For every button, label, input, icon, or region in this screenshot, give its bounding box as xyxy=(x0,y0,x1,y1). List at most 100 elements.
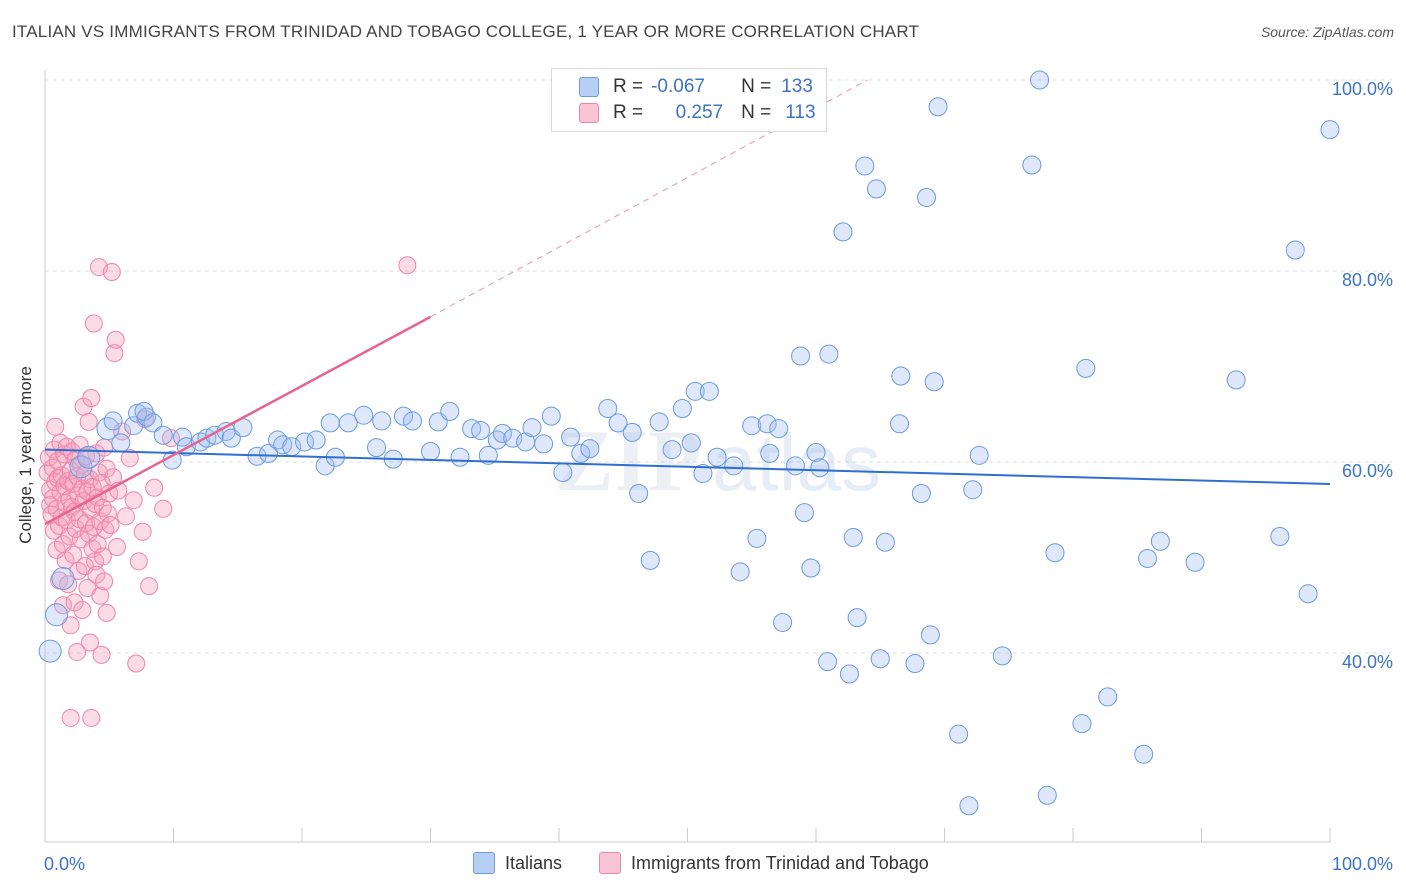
italians-point xyxy=(259,443,279,463)
chart-title: ITALIAN VS IMMIGRANTS FROM TRINIDAD AND … xyxy=(12,22,920,41)
italians-point xyxy=(561,427,581,447)
italians-point xyxy=(818,652,838,672)
immigrants-point xyxy=(64,545,83,564)
x-tick-label: 100.0% xyxy=(1332,854,1393,874)
italians-point xyxy=(801,558,821,578)
immigrants-point xyxy=(70,435,89,454)
legend-row-italians: R = -0.067 N = 133 xyxy=(552,74,813,100)
italians-point xyxy=(757,414,777,434)
correlation-legend: R = -0.067 N = 133 R = 0.257 N = 113 xyxy=(551,68,827,132)
immigrants-point xyxy=(92,474,111,493)
italians-point xyxy=(1138,548,1158,568)
immigrants-trend-extension xyxy=(430,79,868,318)
y-tick-label: 60.0% xyxy=(1342,461,1393,481)
italians-points xyxy=(38,70,1340,816)
immigrants-point xyxy=(97,603,116,622)
immigrants-point xyxy=(154,499,173,518)
italians-point xyxy=(367,438,387,458)
legend-item-immigrants[interactable]: Immigrants from Trinidad and Tobago xyxy=(599,852,929,874)
immigrants-swatch xyxy=(579,103,599,123)
immigrants-point xyxy=(93,547,112,566)
italians-point xyxy=(866,179,886,199)
immigrants-point xyxy=(107,537,126,556)
italians-point xyxy=(421,441,440,461)
immigrants-point xyxy=(91,512,110,531)
italians-point xyxy=(794,503,814,523)
italians-point xyxy=(1037,785,1057,805)
immigrants-point xyxy=(102,262,121,281)
source-credit: Source: ZipAtlas.com xyxy=(1260,24,1394,40)
italians-point xyxy=(1185,552,1205,572)
immigrants-trend-line xyxy=(44,315,432,526)
italians-point xyxy=(773,612,793,632)
italians-point xyxy=(338,413,358,433)
italians-point xyxy=(769,419,789,439)
italians-point xyxy=(522,418,542,438)
r-label: R = xyxy=(613,102,644,123)
immigrants-point xyxy=(92,645,111,664)
italians-point xyxy=(598,399,618,419)
y-tick-label: 40.0% xyxy=(1342,652,1393,672)
italians-point xyxy=(103,411,123,431)
italians-point xyxy=(649,412,669,432)
italians-point xyxy=(51,567,75,591)
tick-labels: 40.0% 60.0% 80.0% 100.0% 0.0% 100.0% xyxy=(44,79,1393,874)
italians-point xyxy=(791,346,811,366)
immigrants-point xyxy=(82,708,101,727)
italians-point xyxy=(839,664,859,684)
immigrants-points xyxy=(38,256,417,727)
immigrants-point xyxy=(48,452,67,471)
italians-point xyxy=(143,413,163,433)
immigrants-point xyxy=(82,389,101,408)
italians-swatch xyxy=(579,77,599,97)
italians-point xyxy=(1076,358,1096,378)
italians-point xyxy=(685,381,705,401)
italians-point xyxy=(890,414,910,434)
immigrants-point xyxy=(69,561,88,580)
italians-point xyxy=(320,413,340,433)
immigrants-point xyxy=(38,463,57,482)
trend-lines xyxy=(44,79,1331,526)
italians-point xyxy=(699,381,719,401)
immigrants-point xyxy=(80,633,99,652)
italians-point xyxy=(38,639,62,663)
italians-point xyxy=(1030,70,1050,90)
italians-point xyxy=(707,447,727,467)
italians-point xyxy=(492,423,512,443)
immigrants-point xyxy=(79,412,98,431)
immigrants-point xyxy=(101,516,120,535)
italians-point xyxy=(553,463,573,483)
italians-point xyxy=(819,344,839,364)
immigrants-point xyxy=(68,643,87,662)
r-value: 0.257 xyxy=(675,102,724,123)
immigrants-point xyxy=(140,577,159,596)
italians-point xyxy=(580,439,600,459)
italians-point xyxy=(875,532,895,552)
italians-point xyxy=(969,445,989,465)
italians-point xyxy=(629,484,649,504)
italians-point xyxy=(681,433,701,453)
immigrants-point xyxy=(61,616,80,635)
italians-point xyxy=(1285,240,1305,260)
immigrants-point xyxy=(133,522,152,541)
legend-item-italians[interactable]: Italians xyxy=(473,852,562,874)
immigrants-point xyxy=(398,256,417,275)
y-tick-label: 100.0% xyxy=(1332,79,1393,99)
italians-point xyxy=(1022,155,1042,175)
italians-point xyxy=(640,550,660,570)
immigrants-point xyxy=(95,572,114,591)
italians-swatch xyxy=(473,852,495,874)
italians-point xyxy=(1134,744,1154,764)
italians-point xyxy=(111,433,131,453)
legend-label: Italians xyxy=(505,852,563,873)
immigrants-point xyxy=(127,654,146,673)
immigrants-point xyxy=(59,472,78,491)
immigrants-point xyxy=(61,708,80,727)
immigrants-point xyxy=(116,507,135,526)
immigrants-point xyxy=(65,593,84,612)
italians-point xyxy=(806,442,826,462)
italians-point xyxy=(724,456,744,476)
italians-point xyxy=(949,724,969,744)
italians-point xyxy=(730,562,750,582)
italians-point xyxy=(45,603,69,627)
